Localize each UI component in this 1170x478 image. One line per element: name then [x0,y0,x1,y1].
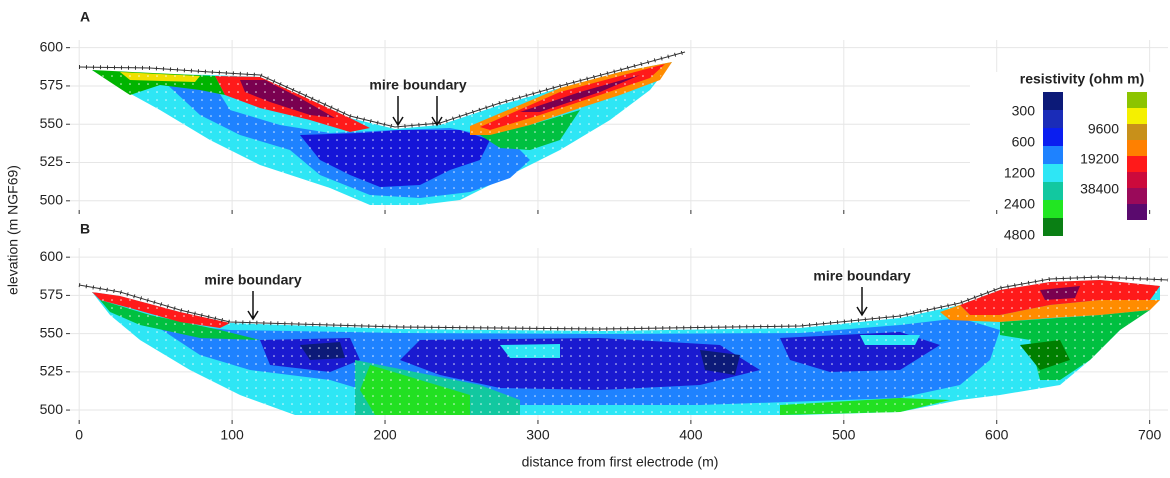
x-tick-label: 700 [1138,427,1162,443]
colorbar-tick-label: 2400 [1004,196,1035,212]
x-tick-label: 200 [373,427,397,443]
colorbar-swatch [1043,200,1063,218]
colorbar-tick-label: 300 [1012,103,1036,119]
colorbar-swatch [1127,156,1147,172]
section-b [78,274,1169,415]
y-tick-label: 600 [40,248,64,264]
colorbar-title: resistivity (ohm m) [1020,71,1144,87]
colorbar-swatch [1043,128,1063,146]
y-axis-label: elevation (m NGF69) [5,165,21,295]
colorbar-swatch [1127,108,1147,124]
panel-label: B [80,221,90,237]
colorbar-swatch [1043,110,1063,128]
colorbar-swatch [1043,218,1063,236]
arrow [247,291,259,321]
colorbar-swatch [1127,124,1147,140]
y-tick-label: 575 [40,77,64,93]
x-tick-label: 100 [220,427,244,443]
colorbar-swatch [1043,92,1063,110]
y-tick-label: 600 [40,38,64,54]
x-tick-label: 600 [985,427,1009,443]
annotation: mire boundary [204,272,301,288]
section-a [78,50,686,205]
annotation: mire boundary [369,77,466,93]
y-tick-label: 525 [40,363,64,379]
colorbar-tick-label: 38400 [1080,181,1119,197]
colorbar-swatch [1043,182,1063,200]
x-tick-label: 300 [526,427,550,443]
y-tick-label: 525 [40,153,64,169]
colorbar-swatch [1127,140,1147,156]
colorbar-tick-label: 600 [1012,134,1036,150]
colorbar-tick-label: 19200 [1080,151,1119,167]
colorbar-tick-label: 4800 [1004,227,1035,243]
colorbar: 300 600 1200 2400 4800 9600 19200 38400 [1004,92,1147,243]
y-tick-label: 500 [40,401,64,417]
y-tick-label: 500 [40,192,64,208]
y-tick-label: 575 [40,286,64,302]
x-axis-label: distance from first electrode (m) [522,454,719,470]
arrow [392,96,443,127]
y-tick-label: 550 [40,324,64,340]
colorbar-swatch [1043,146,1063,164]
colorbar-swatch [1127,172,1147,188]
arrow [856,287,868,317]
y-tick-label: 550 [40,115,64,131]
axes: 500 525 550 575 600 500 525 550 575 600 0 100 200 300… [40,38,1162,442]
x-tick-label: 500 [832,427,856,443]
x-tick-label: 0 [75,427,83,443]
colorbar-swatch [1127,204,1147,220]
annotation: mire boundary [813,268,910,284]
panel-label: A [80,9,90,25]
colorbar-swatch [1127,188,1147,204]
colorbar-tick-label: 1200 [1004,165,1035,181]
colorbar-tick-label: 9600 [1088,121,1119,137]
x-tick-label: 400 [679,427,703,443]
colorbar-swatch [1043,164,1063,182]
colorbar-swatch [1127,92,1147,108]
